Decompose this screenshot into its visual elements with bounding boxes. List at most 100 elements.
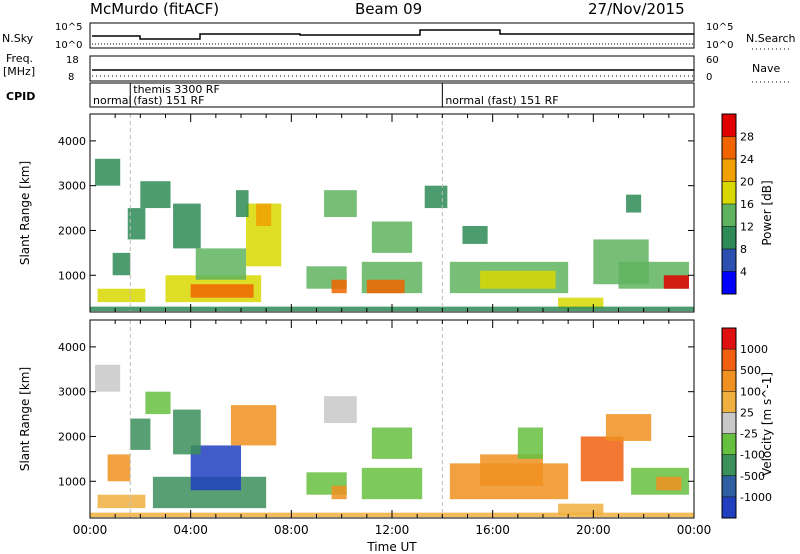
colorbar-segment: [722, 204, 736, 227]
freq-unit-label: [MHz]: [3, 65, 35, 78]
data-region: [95, 364, 121, 392]
colorbar-tick-label: -500: [740, 470, 765, 483]
colorbar-segment: [722, 454, 736, 476]
nave-label: Nave: [752, 62, 780, 75]
data-region: [190, 284, 254, 298]
beam-title: Beam 09: [355, 0, 422, 18]
nsky-tick-bottom: 10^0: [55, 40, 82, 51]
colorbar-tick-label: 100: [740, 385, 761, 398]
colorbar-tick-label: 1000: [740, 343, 768, 356]
y-tick-label: 1000: [58, 475, 86, 488]
velocity-colorbar-label: Velocity [m s^-1]: [760, 372, 774, 476]
colorbar-frame: [721, 327, 737, 519]
cpid-segment-label: themis 3300 RF: [133, 83, 220, 96]
data-region: [97, 288, 146, 303]
cpid-segment-label: normal: [93, 94, 132, 107]
data-region: [558, 503, 604, 515]
freq-tick-bottom: 8: [68, 72, 74, 83]
data-region: [235, 190, 249, 218]
data-region: [558, 297, 604, 309]
data-region: [230, 405, 277, 446]
nsearch-label: N.Search: [746, 32, 796, 45]
power-y-axis-label: Slant Range [km]: [18, 161, 32, 265]
data-region: [605, 414, 652, 441]
velocity-colorbar: 1000 500 100 25 -25 -100 -500 -1000: [721, 327, 772, 519]
x-tick-label: 16:00: [475, 523, 510, 537]
data-region: [626, 194, 642, 213]
colorbar-tick-label: 24: [740, 153, 754, 166]
colorbar-tick-label: -100: [740, 449, 765, 462]
y-tick-label: 4000: [58, 341, 86, 354]
colorbar-segment: [722, 159, 736, 182]
colorbar-segment: [722, 328, 736, 350]
velocity-y-ticks: 1000 2000 3000 4000: [58, 341, 694, 488]
freq-panel: [89, 55, 695, 82]
data-region: [324, 190, 357, 218]
nsky-panel: [89, 22, 695, 49]
data-region: [462, 225, 488, 244]
x-tick-label: 12:00: [375, 523, 410, 537]
colorbar-segment: [722, 496, 736, 518]
date-title: 27/Nov/2015: [588, 0, 685, 18]
station-title: McMurdo (fitACF): [90, 0, 219, 18]
colorbar-segment: [722, 349, 736, 371]
x-tick-label: 00:00: [677, 523, 712, 537]
velocity-y-axis-label: Slant Range [km]: [18, 367, 32, 471]
y-tick-label: 1000: [58, 269, 86, 282]
data-region: [145, 391, 171, 415]
data-region: [112, 252, 131, 276]
data-region: [195, 248, 247, 280]
nsearch-tick-bottom: 10^0: [706, 40, 733, 51]
data-region: [130, 418, 151, 450]
y-tick-label: 3000: [58, 386, 86, 399]
colorbar-tick-label: 12: [740, 221, 754, 234]
data-region: [580, 436, 624, 482]
power-colorbar-label: Power [dB]: [760, 180, 774, 245]
nsearch-tick-top: 10^5: [706, 22, 733, 33]
colorbar-tick-label: 16: [740, 198, 754, 211]
colorbar-segment: [722, 136, 736, 159]
data-region: [424, 185, 448, 209]
x-axis-label: Time UT: [366, 540, 417, 554]
data-region: [173, 203, 201, 249]
data-region: [173, 409, 201, 455]
cpid-panel: [89, 82, 695, 108]
colorbar-segment: [722, 475, 736, 497]
data-region: [331, 485, 347, 500]
colorbar-tick-label: 25: [740, 406, 754, 419]
data-region: [656, 476, 682, 491]
colorbar-segment: [722, 271, 736, 294]
cpid-label: CPID: [6, 90, 35, 103]
cpid-segment-label: normal (fast) 151 RF: [445, 94, 558, 107]
freq-label: Freq.: [6, 52, 33, 65]
colorbar-segment: [722, 433, 736, 455]
freq-tick-top: 18: [66, 55, 79, 66]
nave-tick-top: 60: [706, 55, 719, 66]
colorbar-segment: [722, 226, 736, 249]
y-tick-label: 2000: [58, 224, 86, 237]
data-region: [107, 454, 131, 482]
colorbar-segment: [722, 114, 736, 137]
nsky-trace: [92, 29, 694, 40]
nsky-label: N.Sky: [2, 32, 34, 45]
y-tick-label: 3000: [58, 180, 86, 193]
colorbar-tick-label: 28: [740, 131, 754, 144]
colorbar-segment: [722, 370, 736, 392]
nsky-tick-top: 10^5: [55, 22, 82, 33]
velocity-x-tick-marks: [89, 320, 695, 518]
y-tick-label: 4000: [58, 135, 86, 148]
data-region: [480, 270, 556, 289]
nave-tick-bottom: 0: [706, 72, 712, 83]
colorbar-tick-label: 500: [740, 364, 761, 377]
power-x-tick-marks: [89, 114, 695, 312]
colorbar-tick-label: 4: [740, 266, 747, 279]
data-region: [324, 396, 357, 424]
colorbar-segment: [722, 391, 736, 413]
colorbar-tick-label: -1000: [740, 491, 772, 504]
velocity-chart: 1000 2000 3000 4000 Slant Range [km] 1000 50…: [18, 319, 774, 519]
x-tick-label: 20:00: [576, 523, 611, 537]
colorbar-segment: [722, 181, 736, 204]
colorbar-segment: [722, 412, 736, 434]
data-region: [366, 279, 405, 294]
